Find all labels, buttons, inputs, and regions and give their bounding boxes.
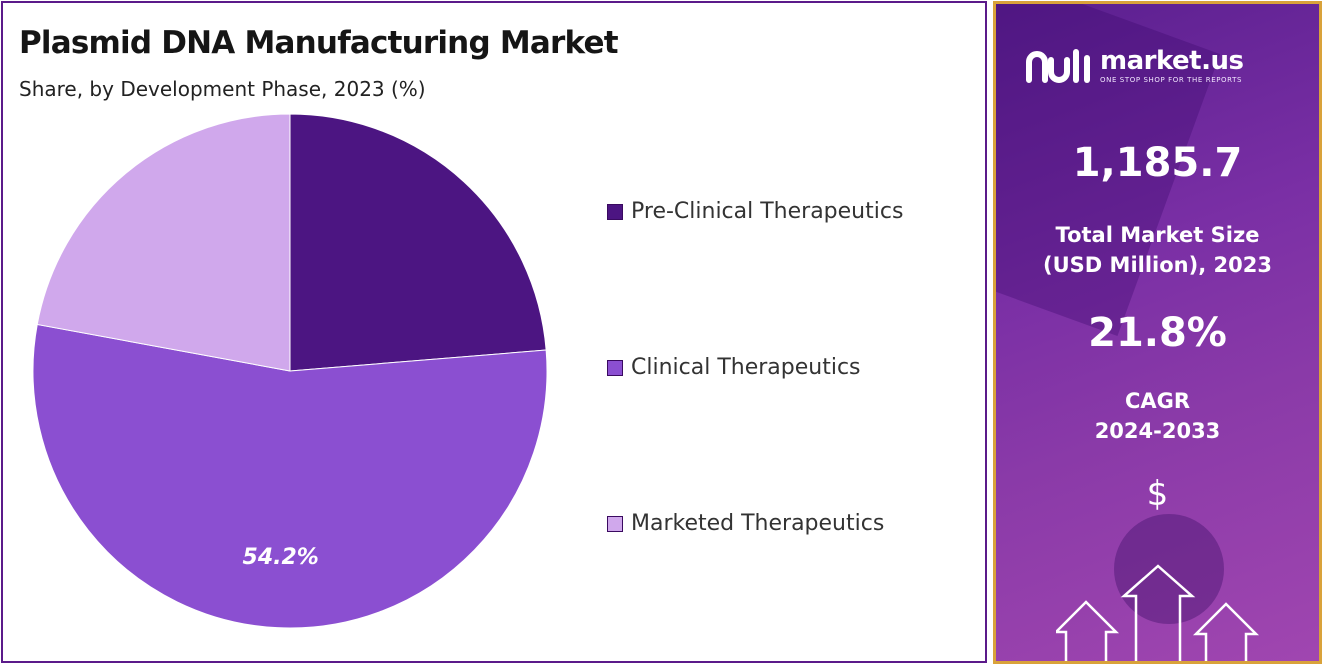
- legend-label: Marketed Therapeutics: [631, 511, 885, 536]
- market-size-label-line2: (USD Million), 2023: [1043, 253, 1272, 277]
- legend-item: Marketed Therapeutics: [607, 511, 884, 536]
- legend-label: Clinical Therapeutics: [631, 355, 861, 380]
- cagr-value: 21.8%: [1088, 310, 1227, 356]
- market-size-value: 1,185.7: [1072, 140, 1243, 186]
- legend-label: Pre-Clinical Therapeutics: [631, 199, 904, 224]
- cagr-label-line1: CAGR: [1124, 389, 1191, 413]
- legend-item: Pre-Clinical Therapeutics: [607, 199, 903, 224]
- legend-swatch: [607, 515, 623, 532]
- pie-chart: 54.2%: [32, 113, 548, 629]
- pie-data-label: 54.2%: [243, 545, 319, 570]
- brand-logo: market.us ONE STOP SHOP FOR THE REPORTS: [1026, 46, 1244, 86]
- brand-tagline: ONE STOP SHOP FOR THE REPORTS: [1100, 76, 1243, 84]
- coin-graphic: [1114, 514, 1224, 624]
- pie-slice-3: [36, 113, 291, 372]
- cagr-label-line2: 2024-2033: [1094, 419, 1221, 443]
- dollar-icon: $: [1146, 474, 1169, 514]
- market-size-label-line1: Total Market Size: [1055, 223, 1260, 247]
- chart-subtitle: Share, by Development Phase, 2023 (%): [19, 77, 426, 101]
- pie-slice-1: [289, 113, 547, 372]
- legend-swatch: [607, 203, 623, 220]
- brand-name: market.us: [1100, 46, 1244, 76]
- growth-arrows-icon: [1056, 564, 1260, 661]
- pie-slice-2: [32, 323, 548, 629]
- chart-panel: Plasmid DNA Manufacturing Market Share, …: [1, 1, 987, 663]
- market-us-logo-icon: [1026, 49, 1090, 83]
- chart-title: Plasmid DNA Manufacturing Market: [19, 25, 619, 61]
- legend-swatch: [607, 359, 623, 376]
- legend-item: Clinical Therapeutics: [607, 355, 861, 380]
- summary-panel: market.us ONE STOP SHOP FOR THE REPORTS …: [993, 1, 1322, 664]
